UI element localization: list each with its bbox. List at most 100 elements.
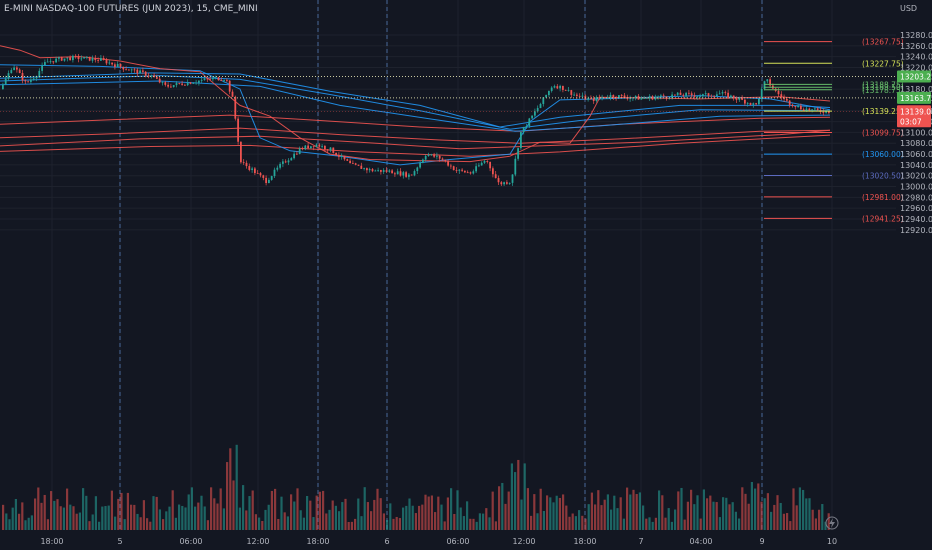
volume-bar bbox=[168, 506, 171, 530]
volume-bar bbox=[238, 507, 241, 530]
candle-body bbox=[548, 90, 550, 96]
volume-bar bbox=[574, 516, 577, 530]
candle-body bbox=[438, 155, 441, 159]
candle-body bbox=[738, 97, 741, 100]
dotted-low-tag-bg bbox=[897, 91, 931, 104]
candle-body bbox=[63, 58, 66, 61]
volume-bar bbox=[712, 501, 715, 530]
candle-body bbox=[503, 182, 505, 185]
candle-body bbox=[83, 56, 85, 59]
volume-bar bbox=[670, 521, 673, 530]
volume-bar bbox=[715, 502, 718, 530]
volume-bar bbox=[658, 490, 661, 530]
volume-bar bbox=[424, 494, 427, 530]
candle-body bbox=[352, 163, 354, 164]
level-label: (13099.75) bbox=[862, 129, 904, 138]
volume-bar bbox=[466, 501, 469, 530]
candle-body bbox=[662, 95, 665, 97]
symbol-title[interactable]: E-MINI NASDAQ-100 FUTURES (JUN 2023), 15… bbox=[4, 4, 258, 14]
level-label: (13227.75) bbox=[862, 59, 904, 68]
candle-body bbox=[184, 84, 186, 86]
dotted-high-tag: 13203.25 bbox=[900, 73, 932, 82]
candle-body bbox=[531, 115, 533, 119]
volume-bar bbox=[229, 448, 232, 530]
candle-body bbox=[74, 55, 77, 57]
candle-body bbox=[556, 86, 559, 89]
candle-body bbox=[237, 118, 239, 142]
volume-bar bbox=[546, 495, 549, 530]
volume-bar bbox=[725, 497, 728, 530]
candle-body bbox=[94, 57, 97, 61]
volume-bar bbox=[690, 489, 693, 530]
candle-body bbox=[578, 95, 581, 97]
candle-body bbox=[469, 172, 472, 174]
candle-body bbox=[416, 167, 419, 172]
candle-body bbox=[704, 93, 707, 95]
candle-body bbox=[4, 78, 7, 85]
candle-body bbox=[24, 80, 27, 82]
candle-body bbox=[273, 169, 276, 177]
candle-body bbox=[620, 95, 623, 96]
candle-body bbox=[489, 161, 491, 169]
price-tick: 13240.00 bbox=[900, 53, 932, 62]
level-label: (13178.75) bbox=[862, 86, 904, 95]
price-tick: 12940.00 bbox=[900, 215, 932, 224]
candle-body bbox=[581, 95, 584, 97]
volume-bar bbox=[818, 509, 821, 530]
volume-bar bbox=[600, 505, 603, 530]
volume-bar bbox=[494, 521, 497, 530]
candle-body bbox=[167, 84, 169, 87]
volume-bar bbox=[667, 508, 670, 530]
ma-line bbox=[0, 134, 831, 157]
ma-line bbox=[0, 114, 831, 132]
price-tick: 13040.00 bbox=[900, 161, 932, 170]
volume-bar bbox=[344, 498, 347, 530]
lightning-icon[interactable] bbox=[825, 516, 839, 530]
volume-bar bbox=[82, 488, 85, 530]
volume-bar bbox=[446, 497, 449, 530]
candle-body bbox=[755, 103, 757, 105]
volume-bar bbox=[120, 492, 123, 530]
candle-body bbox=[30, 79, 32, 82]
candle-body bbox=[318, 144, 321, 147]
volume-bar bbox=[558, 497, 561, 530]
candle-body bbox=[676, 92, 679, 95]
candle-body bbox=[310, 146, 312, 149]
candle-body bbox=[688, 92, 690, 94]
volume-bar bbox=[389, 503, 392, 530]
candle-body bbox=[240, 141, 242, 163]
volume-bar bbox=[392, 518, 395, 530]
candle-body bbox=[290, 158, 293, 161]
ma-line bbox=[0, 127, 831, 144]
candle-body bbox=[402, 172, 405, 176]
price-axis[interactable]: 13280.00 13260.00 13240.0013220.00 13180.00… bbox=[900, 31, 932, 235]
volume-bar bbox=[370, 511, 373, 530]
volume-bar bbox=[491, 491, 494, 530]
candle-body bbox=[326, 149, 329, 151]
candle-body bbox=[450, 165, 452, 167]
volume-bar bbox=[139, 517, 142, 530]
volume-bar bbox=[808, 498, 811, 530]
candle-body bbox=[660, 95, 662, 97]
volume-bar bbox=[520, 499, 523, 530]
candle-body bbox=[430, 154, 433, 156]
price-tick: 13100.00 bbox=[900, 128, 932, 137]
candle-body bbox=[304, 145, 307, 150]
countdown-tag: 03:07 bbox=[900, 117, 922, 126]
candle-body bbox=[657, 96, 659, 98]
candle-body bbox=[825, 110, 827, 113]
time-axis[interactable]: 18:00 5 06:00 12:00 18:00 6 06:00 12:00 18:00 7 04… bbox=[40, 537, 837, 546]
candle-body bbox=[97, 60, 99, 61]
candle-body bbox=[497, 178, 500, 183]
candle-body bbox=[427, 154, 430, 157]
volume-bar bbox=[411, 505, 414, 530]
volume-bar bbox=[693, 504, 696, 530]
volume-bar bbox=[200, 495, 203, 530]
volume-bar bbox=[322, 490, 325, 530]
volume-bar bbox=[763, 498, 766, 530]
volume-bar bbox=[635, 494, 638, 530]
volume-bar bbox=[379, 498, 382, 530]
volume-bar bbox=[443, 521, 446, 530]
candle-body bbox=[49, 61, 52, 63]
